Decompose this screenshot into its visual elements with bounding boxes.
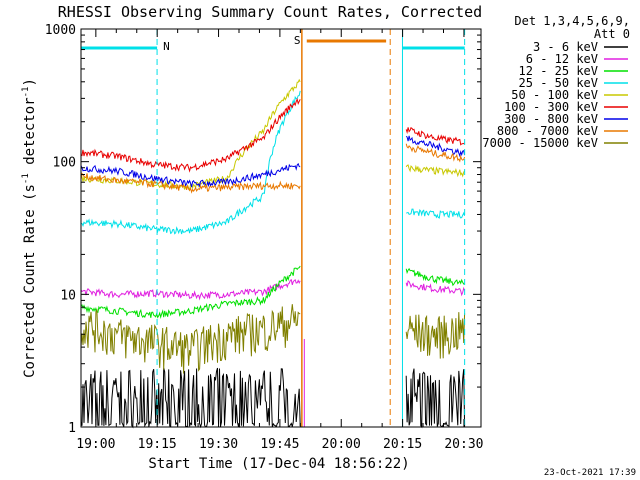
series-line xyxy=(405,208,466,219)
y-axis-label-mid: detector xyxy=(22,97,38,173)
y-tick-label: 10 xyxy=(60,288,76,303)
footer-date: 23-Oct-2021 17:39 xyxy=(544,468,636,478)
y-axis-ticks: 1 10 100 1000 xyxy=(45,23,481,436)
series-line xyxy=(405,164,466,178)
series-line xyxy=(80,162,301,188)
series-line xyxy=(405,280,466,297)
series-line xyxy=(405,143,466,163)
series-100-300keV xyxy=(80,97,465,173)
series-800-7000keV xyxy=(80,143,466,194)
annotation-n: N xyxy=(163,40,170,53)
x-tick-label: 20:00 xyxy=(322,437,361,452)
series-line xyxy=(80,90,301,235)
legend-label: 25 - 50 keV xyxy=(519,76,598,90)
series-300-800keV xyxy=(80,135,466,188)
x-tick-label: 19:30 xyxy=(199,437,238,452)
series-line xyxy=(80,278,301,301)
series-line xyxy=(80,304,301,374)
y-axis-label-sup1: -1 xyxy=(21,173,31,184)
series-line xyxy=(80,367,301,429)
legend-label: 100 - 300 keV xyxy=(504,100,598,114)
series-line xyxy=(405,127,465,146)
legend-label: 7000 - 15000 keV xyxy=(482,136,598,150)
legend-label: 3 - 6 keV xyxy=(533,40,598,54)
series-7000-15000keV xyxy=(80,304,466,374)
x-axis-label: Start Time (17-Dec-04 18:56:22) xyxy=(148,456,409,472)
y-tick-label: 100 xyxy=(53,156,76,171)
annotation-s: S xyxy=(294,34,301,47)
series-25-50keV xyxy=(80,90,466,235)
series-line xyxy=(80,97,301,173)
legend-header-line2: Att 0 xyxy=(594,27,630,41)
y-axis-label-main: Corrected Count Rate (s xyxy=(22,184,38,378)
series-3-6keV xyxy=(80,367,466,429)
y-axis-label: Corrected Count Rate (s-1 detector-1) xyxy=(21,78,38,378)
x-tick-label: 19:15 xyxy=(138,437,177,452)
legend-label: 6 - 12 keV xyxy=(526,52,598,66)
x-tick-label: 20:30 xyxy=(444,437,483,452)
y-tick-label: 1 xyxy=(68,421,76,436)
series-line xyxy=(405,368,466,429)
series-line xyxy=(405,312,466,359)
series-line xyxy=(405,135,466,158)
legend-label: 800 - 7000 keV xyxy=(497,124,598,138)
legend-label: 50 - 100 keV xyxy=(511,88,598,102)
x-tick-label: 20:15 xyxy=(383,437,422,452)
series-line xyxy=(80,172,301,194)
legend-label: 300 - 800 keV xyxy=(504,112,598,126)
y-tick-label: 1000 xyxy=(45,23,76,38)
legend-header-line1: Det 1,3,4,5,6,9, xyxy=(514,14,630,28)
chart-title: RHESSI Observing Summary Count Rates, Co… xyxy=(58,3,482,21)
plot-frame xyxy=(80,28,482,428)
x-axis-ticks: 19:00 19:15 19:30 19:45 20:00 20:15 20:30 xyxy=(76,29,484,452)
y-axis-label-end: ) xyxy=(22,78,38,86)
legend-label: 12 - 25 keV xyxy=(519,64,598,78)
series-line xyxy=(80,265,301,320)
x-tick-label: 19:45 xyxy=(260,437,299,452)
series-12-25keV xyxy=(80,265,465,320)
series-line xyxy=(405,267,465,287)
x-tick-label: 19:00 xyxy=(76,437,115,452)
series-6-12keV xyxy=(80,278,466,301)
y-axis-label-sup2: -1 xyxy=(21,87,31,98)
